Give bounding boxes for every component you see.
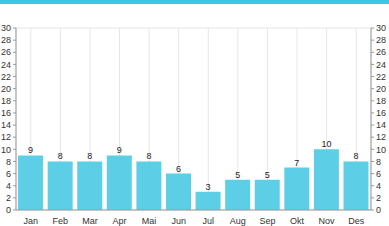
svg-text:4: 4 [8,181,11,191]
svg-text:Mar: Mar [82,216,98,226]
svg-text:Mai: Mai [142,216,157,226]
svg-text:7: 7 [294,158,299,168]
svg-text:10: 10 [321,139,331,149]
svg-text:Jun: Jun [171,216,186,226]
svg-text:14: 14 [8,120,11,130]
svg-text:5: 5 [265,170,270,180]
svg-text:24: 24 [376,60,381,70]
svg-text:30: 30 [376,23,381,33]
svg-text:5: 5 [235,170,240,180]
svg-text:24: 24 [8,60,11,70]
svg-text:16: 16 [8,108,11,118]
svg-text:3: 3 [206,182,211,192]
svg-text:6: 6 [376,169,381,179]
svg-text:Nov: Nov [319,216,336,226]
svg-text:Feb: Feb [53,216,69,226]
svg-text:Sep: Sep [259,216,275,226]
svg-text:20: 20 [376,84,381,94]
svg-text:14: 14 [376,120,381,130]
svg-text:8: 8 [353,151,358,161]
svg-text:0: 0 [8,205,11,215]
svg-text:Jan: Jan [24,216,39,226]
svg-text:18: 18 [376,96,381,106]
svg-text:2: 2 [376,193,381,203]
svg-text:18: 18 [8,96,11,106]
svg-text:12: 12 [376,132,381,142]
svg-text:8: 8 [146,151,151,161]
svg-text:8: 8 [8,157,11,167]
svg-text:8: 8 [376,157,381,167]
svg-text:8: 8 [87,151,92,161]
svg-text:16: 16 [376,108,381,118]
svg-text:9: 9 [28,145,33,155]
svg-text:Des: Des [348,216,365,226]
svg-text:22: 22 [8,72,11,82]
svg-text:8: 8 [58,151,63,161]
svg-text:30: 30 [8,23,11,33]
svg-text:28: 28 [376,35,381,45]
svg-text:10: 10 [8,145,11,155]
svg-text:6: 6 [8,169,11,179]
svg-text:26: 26 [8,47,11,57]
svg-text:Apr: Apr [113,216,127,226]
svg-text:20: 20 [8,84,11,94]
svg-text:28: 28 [8,35,11,45]
svg-text:4: 4 [376,181,381,191]
svg-text:Aug: Aug [230,216,246,226]
svg-text:12: 12 [8,132,11,142]
svg-text:Okt: Okt [290,216,305,226]
svg-text:2: 2 [8,193,11,203]
svg-text:22: 22 [376,72,381,82]
svg-text:0: 0 [376,205,381,215]
svg-text:9: 9 [117,145,122,155]
svg-text:10: 10 [376,145,381,155]
svg-text:Jul: Jul [203,216,215,226]
svg-text:26: 26 [376,47,381,57]
svg-text:6: 6 [176,164,181,174]
